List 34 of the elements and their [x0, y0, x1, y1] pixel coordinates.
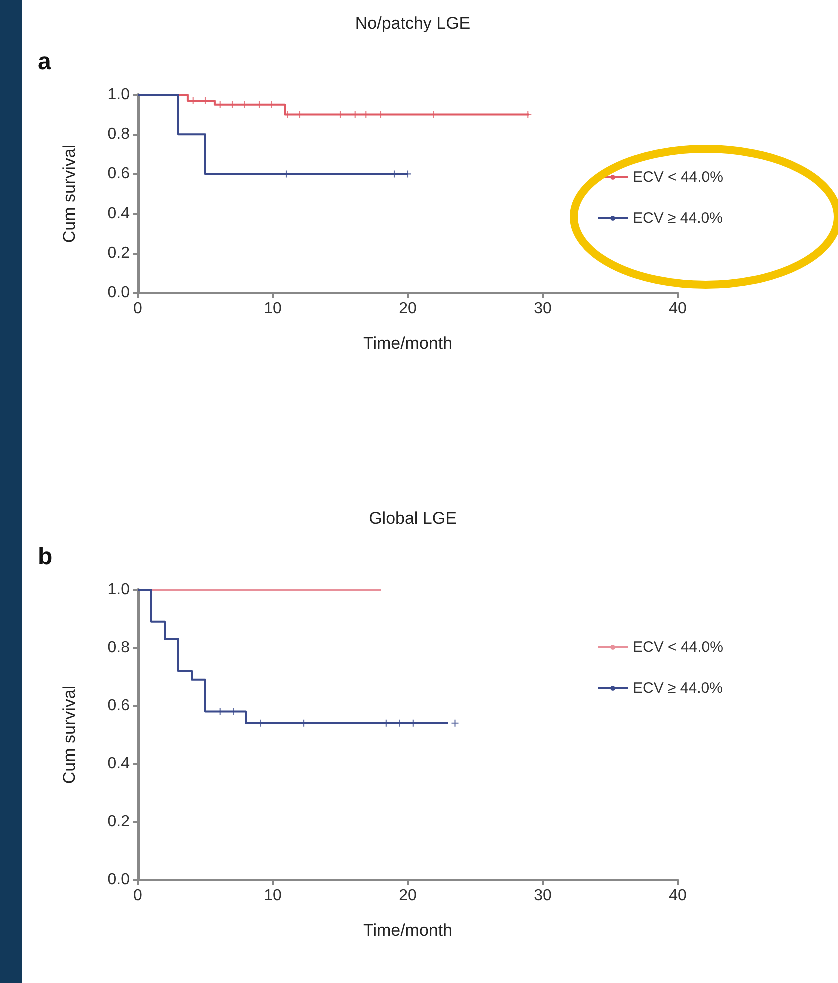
x-tick-label: 30: [534, 888, 552, 904]
y-tick-label: 0.0: [108, 284, 130, 302]
legend-label: ECV ≥ 44.0%: [633, 210, 723, 227]
x-tick-label: 0: [134, 300, 143, 318]
y-tick-label: 0.6: [108, 698, 130, 714]
chart-title: Global LGE: [369, 509, 457, 528]
y-tick-label: 0.0: [108, 872, 130, 888]
y-axis-title: Cum survival: [60, 686, 79, 784]
y-tick-label: 0.2: [108, 814, 130, 830]
legend-label: ECV ≥ 44.0%: [633, 680, 723, 697]
x-tick-label: 40: [669, 888, 687, 904]
y-tick-label: 0.4: [108, 756, 130, 772]
x-tick-label: 10: [264, 888, 282, 904]
y-tick-label: 0.8: [108, 126, 130, 144]
text: b: [38, 544, 53, 570]
y-tick-label: 0.2: [108, 244, 130, 262]
chart-title: No/patchy LGE: [355, 14, 471, 33]
x-axis-title: Time/month: [363, 334, 453, 353]
y-tick-label: 1.0: [108, 582, 130, 598]
x-tick-label: 20: [399, 300, 417, 318]
y-tick-label: 0.4: [108, 205, 130, 222]
y-tick-label: 0.6: [108, 166, 130, 183]
text: a: [38, 48, 52, 76]
x-tick-label: 30: [534, 300, 552, 318]
y-axis-title: Cum survival: [60, 144, 79, 244]
legend-label: ECV < 44.0%: [633, 169, 724, 186]
x-tick-label: 40: [669, 300, 687, 318]
y-tick-label: 0.8: [108, 640, 130, 656]
x-tick-label: 10: [264, 300, 282, 318]
y-tick-label: 1.0: [108, 86, 130, 104]
legend-label: ECV < 44.0%: [633, 639, 724, 656]
x-tick-label: 0: [134, 888, 143, 904]
x-axis-title: Time/month: [363, 921, 453, 940]
x-tick-label: 20: [399, 888, 417, 904]
